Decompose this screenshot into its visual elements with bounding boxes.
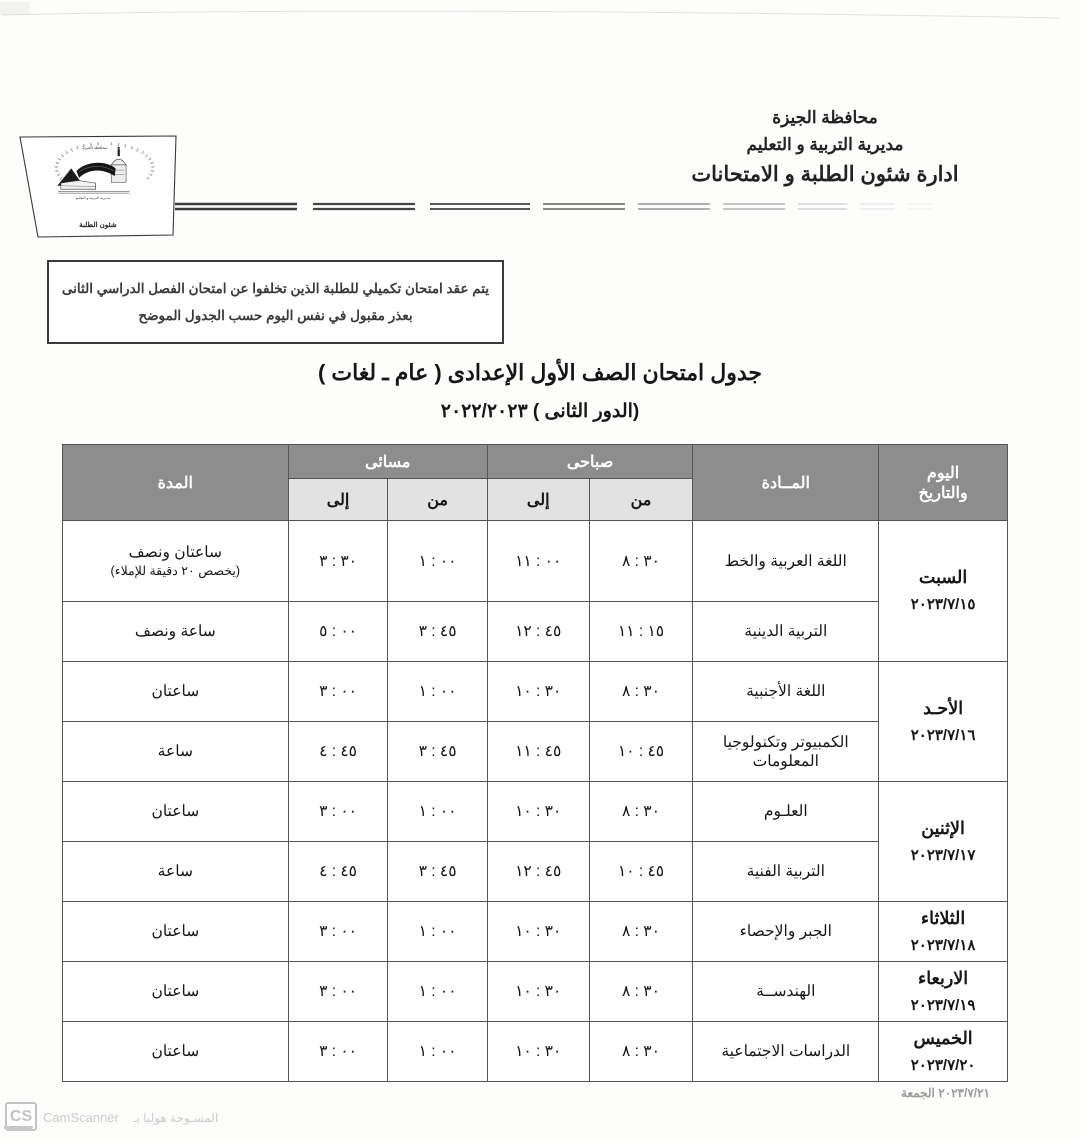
svg-text:مديرية التربية و التعليم: مديرية التربية و التعليم <box>76 195 111 200</box>
svg-text:محافظة الجيزة: محافظة الجيزة <box>82 145 107 150</box>
svg-text:شئون الطلبة: شئون الطلبة <box>79 220 117 229</box>
